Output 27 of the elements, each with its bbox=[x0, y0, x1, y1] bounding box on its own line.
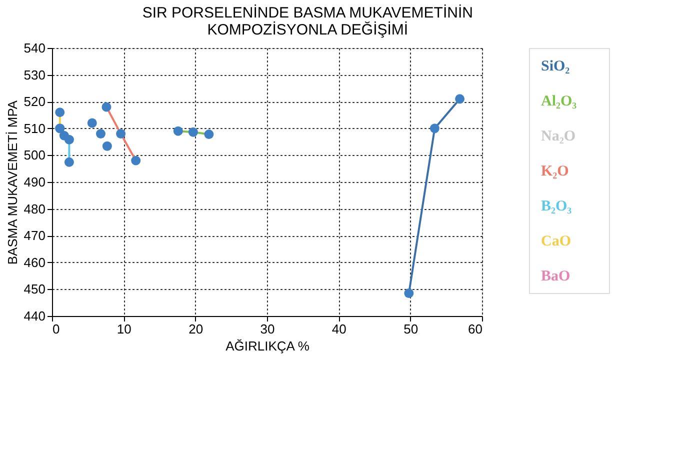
y-tick-label: 440 bbox=[24, 308, 46, 324]
x-tick-label: 20 bbox=[188, 322, 204, 336]
y-tick-label: 490 bbox=[24, 174, 46, 190]
x-tick-label: 0 bbox=[52, 322, 60, 336]
y-tick-label: 470 bbox=[24, 228, 46, 244]
y-tick-label: 480 bbox=[24, 201, 46, 216]
x-tick-label: 60 bbox=[468, 322, 482, 336]
text: Al₂O₃ bbox=[541, 94, 578, 110]
y-tick-label: 500 bbox=[24, 148, 46, 163]
y-tick-label: 460 bbox=[24, 254, 46, 270]
x-tick-label: 10 bbox=[116, 322, 132, 336]
text: CaO bbox=[541, 234, 571, 250]
y-tick-label: 520 bbox=[24, 94, 46, 110]
x-axis-title: AĞIRLIKÇA % bbox=[226, 338, 310, 354]
x-tick-label: 50 bbox=[404, 322, 418, 336]
text: K₂O bbox=[541, 164, 569, 180]
text: B₂O₃ bbox=[541, 198, 572, 214]
legend-label: BaO bbox=[541, 268, 570, 284]
y-tick-label: 540 bbox=[24, 40, 46, 56]
x-tick-label: 30 bbox=[260, 322, 275, 336]
y-tick-label: 450 bbox=[24, 282, 46, 297]
x-tick-label: 40 bbox=[332, 322, 346, 336]
y-tick-label: 510 bbox=[24, 120, 46, 136]
y-axis-title: BASMA MUKAVEMETİ MPA bbox=[4, 100, 20, 265]
chart-title: SIR PORSELENİNDE BASMA MUKAVEMETİNİN KOMPOZİSYONLA DEĞİŞİMİ bbox=[142, 4, 473, 38]
y-tick-label: 530 bbox=[24, 67, 46, 82]
text: SiO₂ bbox=[541, 58, 570, 74]
